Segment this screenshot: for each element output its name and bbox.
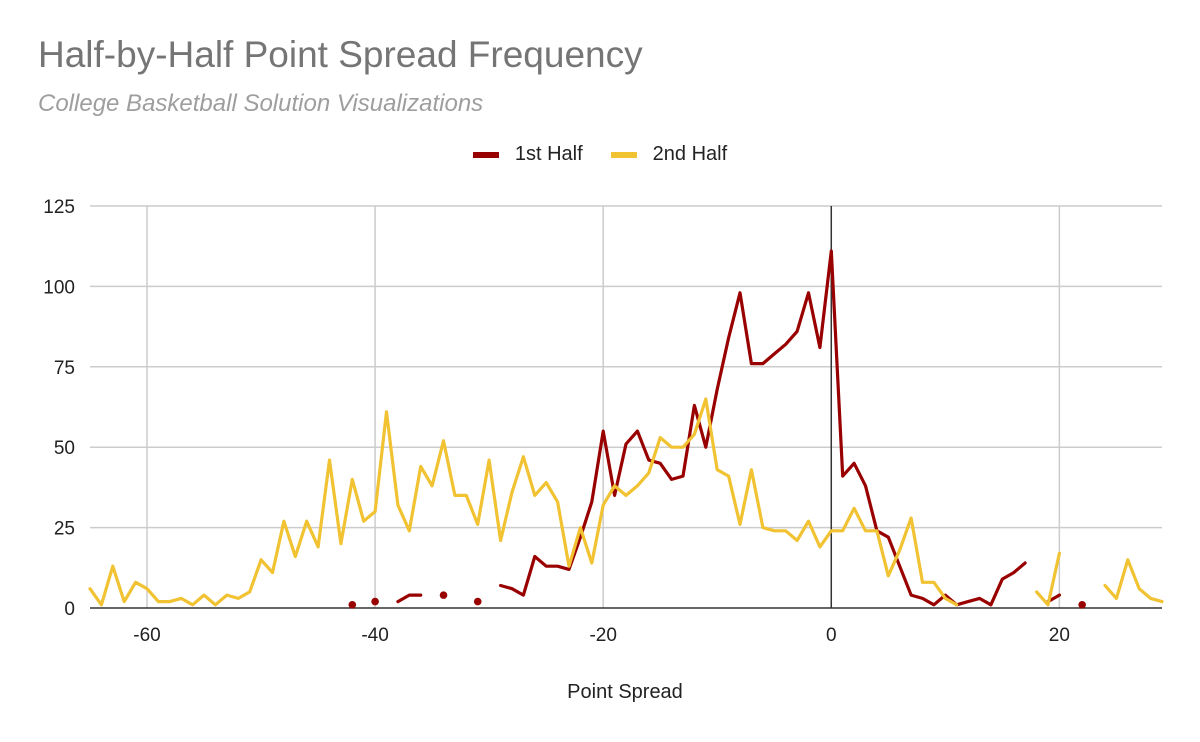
x-tick-label: 0: [826, 625, 837, 646]
y-tick-label: 0: [64, 599, 75, 620]
x-tick-label: 20: [1049, 625, 1070, 646]
series-2nd-half-line: [88, 397, 959, 607]
series-1st-half-point: [473, 597, 482, 606]
series-1st-half-point: [1078, 600, 1086, 609]
x-axis-title: Point Spread: [567, 681, 683, 703]
series-layer: [88, 249, 1164, 609]
axis-ticks: 0 25 50 75 100 125 -60 -40 -20 0 20: [43, 197, 1070, 646]
legend-label-2nd-half: 2nd Half: [652, 143, 728, 165]
legend-swatch-1st-half: [472, 151, 499, 158]
x-tick-label: -60: [133, 625, 160, 646]
grid-lines: [90, 205, 1162, 609]
chart-title: Half-by-Half Point Spread Frequency: [38, 34, 643, 75]
y-tick-label: 75: [54, 358, 75, 379]
x-tick-label: -20: [589, 625, 616, 646]
x-tick-label: -40: [361, 625, 388, 646]
series-1st-half-point: [371, 597, 379, 606]
series-2nd-half-line: [1103, 558, 1164, 604]
legend-swatch-2nd-half: [610, 151, 637, 158]
legend-label-1st-half: 1st Half: [514, 143, 583, 165]
chart-legend: 1st Half 2nd Half: [0, 143, 1200, 166]
series-1st-half-line: [499, 249, 1027, 607]
y-tick-label: 25: [54, 519, 75, 540]
y-tick-label: 125: [43, 197, 75, 218]
chart-subtitle: College Basketball Solution Visualizatio…: [38, 90, 484, 117]
legend-item-2nd-half: 2nd Half: [610, 143, 728, 166]
y-tick-label: 100: [43, 277, 75, 298]
legend-item-1st-half: 1st Half: [472, 143, 583, 166]
series-1st-half-line: [396, 593, 423, 604]
y-tick-label: 50: [54, 438, 75, 459]
series-1st-half-point: [348, 600, 357, 609]
series-1st-half-point: [439, 591, 448, 599]
series-2nd-half-line: [1035, 551, 1061, 607]
